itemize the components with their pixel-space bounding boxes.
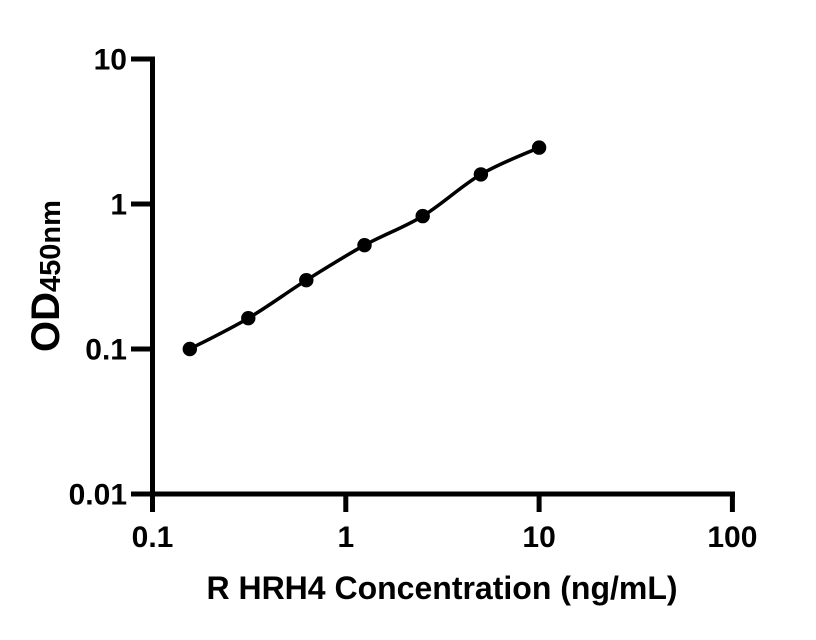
data-point-5 xyxy=(473,167,489,182)
data-point-4 xyxy=(415,208,430,224)
y-tick-label-0.01: 0.01 xyxy=(69,479,127,512)
y-axis-title-main: OD xyxy=(24,292,68,352)
axis-lines xyxy=(150,56,735,497)
y-tick-labels: 0.01 0.1 1 10 xyxy=(69,44,127,512)
y-tick-label-10: 10 xyxy=(94,44,127,77)
x-tick-labels: 0.1 1 10 100 xyxy=(132,521,758,554)
x-tick-label-1: 1 xyxy=(337,521,354,554)
data-point-1 xyxy=(241,311,256,326)
x-tick-label-10: 10 xyxy=(522,521,555,554)
series-markers xyxy=(182,140,547,357)
y-axis-title-sub: 450nm xyxy=(35,200,67,292)
data-point-0 xyxy=(182,341,197,357)
y-tick-label-0.1: 0.1 xyxy=(85,334,127,367)
y-tick-label-1: 1 xyxy=(110,189,127,222)
data-point-6 xyxy=(531,140,547,155)
x-axis-title: R HRH4 Concentration (ng/mL) xyxy=(206,570,677,606)
data-point-3 xyxy=(357,238,372,253)
x-tick-label-0.1: 0.1 xyxy=(132,521,174,554)
data-point-2 xyxy=(299,273,314,288)
y-ticks xyxy=(131,56,155,497)
y-axis-title: OD450nm xyxy=(24,200,68,352)
x-tick-label-100: 100 xyxy=(707,521,757,554)
